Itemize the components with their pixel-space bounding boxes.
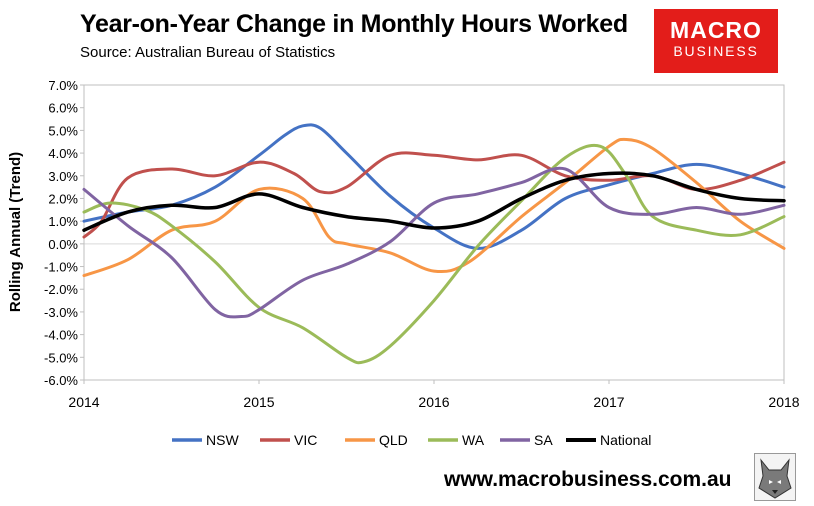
plot-area — [83, 84, 785, 381]
series-line-nsw — [82, 123, 786, 250]
logo-line-1: MACRO — [670, 17, 762, 43]
y-axis-label: Rolling Annual (Trend) — [7, 152, 24, 312]
y-tick-label: 7.0% — [48, 78, 78, 93]
y-tick-label: 4.0% — [48, 146, 78, 161]
y-tick-label: 6.0% — [48, 101, 78, 116]
legend: NSW VIC QLD WA SA National — [172, 432, 651, 448]
legend-label-national: National — [600, 432, 651, 448]
x-tick-label: 2018 — [768, 394, 799, 410]
legend-label-vic: VIC — [294, 432, 317, 448]
y-tick-label: -4.0% — [44, 328, 78, 343]
y-tick-label: -1.0% — [44, 260, 78, 275]
y-axis: -6.0% -5.0% -4.0% -3.0% -2.0% -1.0% 0.0% 1.0% 2.… — [44, 78, 85, 388]
x-tick-label: 2016 — [418, 394, 449, 410]
y-tick-label: 2.0% — [48, 191, 78, 206]
y-tick-label: 0.0% — [48, 237, 78, 252]
website-url: www.macrobusiness.com.au — [444, 468, 732, 491]
x-tick-label: 2014 — [68, 394, 99, 410]
y-tick-label: -5.0% — [44, 350, 78, 365]
legend-label-sa: SA — [534, 432, 553, 448]
legend-label-nsw: NSW — [206, 432, 239, 448]
y-tick-label: 5.0% — [48, 123, 78, 138]
y-tick-label: -2.0% — [44, 282, 78, 297]
x-tick-label: 2015 — [243, 394, 274, 410]
chart-title: Year-on-Year Change in Monthly Hours Wor… — [80, 10, 628, 38]
series-lines — [82, 123, 786, 365]
x-tick-label: 2017 — [593, 394, 624, 410]
chart-source: Source: Australian Bureau of Statistics — [80, 44, 336, 61]
series-line-national — [82, 171, 786, 232]
y-tick-label: 1.0% — [48, 214, 78, 229]
series-line-qld — [82, 137, 786, 278]
logo-line-2: BUSINESS — [673, 43, 759, 59]
y-tick-label: 3.0% — [48, 169, 78, 184]
legend-label-wa: WA — [462, 432, 485, 448]
macrobusiness-logo: MACRO BUSINESS — [654, 9, 778, 73]
legend-label-qld: QLD — [379, 432, 408, 448]
x-axis: 2014 2015 2016 2017 2018 — [68, 380, 800, 410]
y-tick-label: -6.0% — [44, 373, 78, 388]
y-tick-label: -3.0% — [44, 305, 78, 320]
wolf-head-icon — [754, 453, 796, 501]
